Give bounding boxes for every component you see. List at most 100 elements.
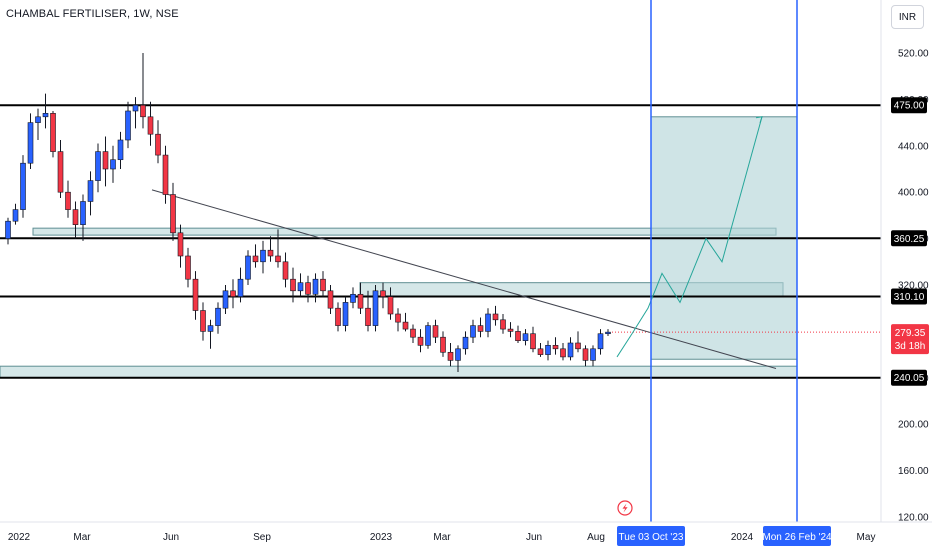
candle: [455, 345, 461, 372]
candle-body: [380, 290, 386, 297]
candle: [402, 312, 409, 332]
candle-body: [297, 282, 304, 292]
x-tick-label: Jun: [526, 532, 542, 543]
date-marker-label: Tue 03 Oct '23: [619, 532, 684, 543]
candle-body: [327, 290, 334, 309]
candle: [267, 236, 274, 262]
candle: [27, 113, 34, 169]
candle-body: [87, 180, 94, 202]
candle-body: [12, 209, 19, 222]
candle-body: [537, 348, 544, 355]
candle: [582, 345, 589, 367]
candle: [192, 271, 199, 320]
candle-body: [155, 133, 161, 156]
candle: [530, 326, 536, 353]
level-price-label-bg: [891, 230, 927, 247]
candle-body: [252, 255, 259, 263]
last-price-label-bg: [891, 324, 929, 355]
level-price-label: 310.10: [894, 292, 925, 303]
candle: [447, 343, 454, 367]
level-price-label-bg: [891, 97, 927, 114]
candle-body: [207, 325, 214, 332]
x-tick-label: Mar: [433, 532, 451, 543]
candle-body: [102, 151, 109, 170]
candle-body: [117, 139, 124, 161]
candle: [597, 329, 604, 355]
candle: [485, 308, 491, 338]
candle: [500, 314, 506, 334]
candle-body: [402, 321, 409, 330]
candle: [87, 171, 94, 216]
candle: [170, 182, 176, 241]
candle: [102, 136, 109, 187]
candle: [440, 331, 446, 357]
candle: [372, 285, 379, 332]
candle: [590, 345, 596, 367]
candle-body: [560, 348, 566, 358]
candle: [147, 101, 154, 146]
candle: [275, 229, 281, 268]
candle-body: [312, 278, 319, 295]
x-tick-label: May: [857, 532, 876, 543]
currency-button[interactable]: INR: [891, 5, 924, 29]
candle: [425, 322, 431, 349]
candle: [387, 287, 394, 320]
candle-body: [230, 290, 236, 297]
candle-body: [57, 151, 64, 193]
candle-body: [335, 307, 341, 326]
candle: [605, 329, 611, 337]
x-tick-label: 2022: [8, 532, 31, 543]
candle: [80, 194, 86, 241]
candle: [492, 305, 499, 326]
candle-body: [567, 342, 574, 358]
candle-body: [282, 261, 289, 280]
candle: [567, 337, 574, 361]
candle-body: [492, 313, 499, 321]
lightning-icon[interactable]: [617, 500, 633, 516]
projection-path: [616, 116, 763, 358]
candle-body: [365, 307, 371, 326]
level-price-label-bg: [891, 369, 927, 386]
level-price-label: 475.00: [894, 101, 925, 112]
date-marker-label-bg: [617, 526, 685, 546]
candle-body: [27, 122, 34, 164]
candle: [125, 101, 131, 149]
candle: [380, 282, 386, 309]
candle-body: [582, 348, 589, 361]
candle: [230, 279, 236, 309]
y-tick-label: 200.00: [898, 420, 929, 431]
candle: [507, 322, 514, 338]
candle-body: [440, 336, 446, 353]
candle: [72, 201, 79, 239]
candle-body: [200, 310, 206, 332]
candle-body: [395, 313, 401, 323]
candle-body: [372, 290, 379, 326]
candle-body: [342, 302, 349, 326]
x-tick-label: 2024: [731, 532, 754, 543]
candle-body: [515, 331, 521, 341]
candle: [42, 93, 49, 129]
x-tick-label: Aug: [587, 532, 605, 543]
candle-body: [72, 209, 79, 225]
candle-body: [425, 325, 431, 346]
candle: [200, 302, 206, 341]
candle-body: [530, 333, 536, 350]
candle-body: [455, 348, 461, 361]
chart-title: CHAMBAL FERTILISER, 1W, NSE: [6, 8, 179, 20]
candle-body: [507, 328, 514, 332]
candle: [327, 285, 334, 314]
candle-body: [477, 325, 484, 332]
candle-body: [80, 201, 86, 225]
candle-body: [20, 162, 26, 210]
candle: [357, 282, 364, 314]
candle: [365, 290, 371, 332]
y-tick-label: 520.00: [898, 49, 929, 60]
candle-body: [590, 348, 596, 361]
candle-body: [470, 325, 476, 338]
candle: [260, 240, 266, 274]
x-tick-label: 2023: [370, 532, 393, 543]
candle: [335, 302, 341, 332]
candle-body: [275, 255, 281, 263]
candle-body: [170, 194, 176, 234]
